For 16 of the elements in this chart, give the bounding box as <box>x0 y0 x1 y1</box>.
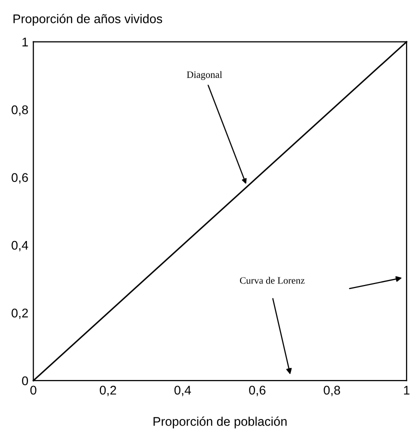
x-tick-label: 0 <box>30 386 36 395</box>
annotation: Curva de Lorenz <box>240 276 305 284</box>
x-tick-label: 0,4 <box>174 386 191 396</box>
y-tick-label: 0,8 <box>12 105 28 116</box>
x-tick-label: 0,8 <box>324 386 340 396</box>
annotation: Diagonal <box>186 71 222 80</box>
y-axis-title: Proporción de años vividos <box>14 14 162 26</box>
y-tick-label: 0 <box>22 376 28 386</box>
y-tick-label: 1 <box>22 38 28 46</box>
x-tick-label: 0,2 <box>100 386 116 396</box>
y-tick-label: 0,2 <box>12 308 28 319</box>
x-axis-title: Proporción de población <box>154 416 287 428</box>
x-tick-label: 1 <box>404 386 410 395</box>
x-tick-label: 0,6 <box>249 386 266 396</box>
y-tick-label: 0,4 <box>12 240 28 252</box>
y-tick-label: 0,6 <box>12 173 28 184</box>
